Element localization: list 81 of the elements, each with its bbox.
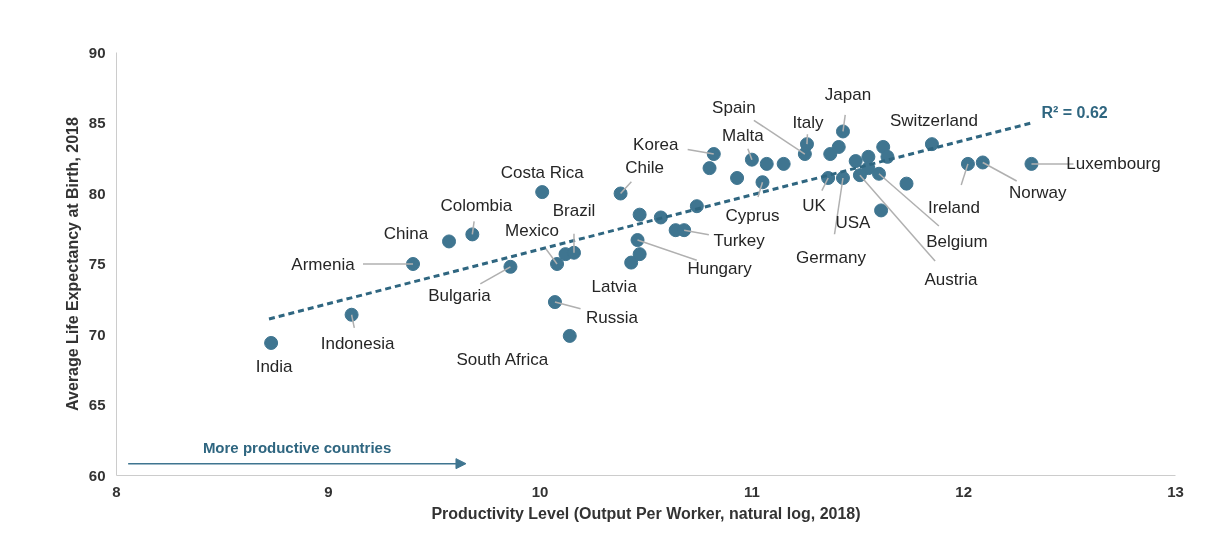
point — [861, 149, 876, 164]
point — [852, 168, 867, 183]
annotation: Ireland — [927, 198, 980, 218]
point — [702, 161, 717, 176]
series-label: R² = 0.62 — [1041, 104, 1108, 121]
point — [823, 147, 838, 162]
point — [835, 124, 850, 139]
point — [465, 227, 480, 242]
annotation: Italy — [792, 112, 825, 132]
point — [344, 307, 359, 322]
point — [550, 257, 565, 271]
annotation: Chile — [625, 158, 664, 177]
annotation: More productive countries — [202, 438, 392, 456]
y-axis-title: Average Life Expectancy at Birth, 2018 — [63, 117, 81, 411]
annotation: Mexico — [505, 220, 559, 240]
point — [744, 152, 759, 167]
annotation: India — [255, 357, 294, 377]
point — [547, 295, 562, 310]
point — [730, 171, 745, 185]
annotation: Hungary — [687, 258, 753, 278]
point — [960, 156, 975, 171]
annotation: Brazil — [552, 201, 596, 221]
point — [264, 335, 279, 350]
point — [871, 166, 886, 181]
y-tick-label: 90 — [88, 43, 106, 61]
y-tick-label: 70 — [88, 325, 106, 343]
point — [442, 234, 457, 249]
annotation: Norway — [1008, 182, 1068, 202]
annotation: China — [383, 223, 429, 243]
annotation: Korea — [633, 134, 679, 154]
x-tick-label: 8 — [112, 482, 121, 500]
point — [630, 233, 645, 248]
point — [632, 247, 647, 262]
point — [831, 139, 846, 154]
y-tick-label: 80 — [88, 184, 106, 202]
annotation: Switzerland — [889, 110, 978, 130]
y-tick-label: 75 — [88, 255, 106, 272]
x-tick-label: 12 — [955, 482, 973, 500]
point — [562, 328, 577, 343]
annotation: USA — [835, 213, 872, 233]
annotation: Austria — [924, 269, 978, 289]
annotation: Luxembourg — [1066, 154, 1161, 174]
point — [755, 175, 770, 190]
annotation: Spain — [712, 97, 756, 117]
point — [975, 155, 990, 170]
x-tick-label: 10 — [531, 482, 549, 500]
annotation: Japan — [824, 84, 872, 104]
point — [503, 259, 518, 274]
point — [624, 255, 639, 270]
x-tick-label: 11 — [743, 482, 760, 500]
point — [613, 186, 628, 201]
annotation: Cyprus — [725, 205, 780, 225]
x-tick-label: 9 — [324, 482, 333, 500]
y-tick-label: 65 — [88, 396, 106, 413]
y-tick-label: 60 — [88, 466, 106, 484]
point — [677, 223, 692, 238]
annotation: Malta — [722, 126, 765, 146]
annotation: Indonesia — [320, 334, 396, 354]
annotation: Bulgaria — [428, 286, 492, 306]
annotation: Belgium — [926, 232, 988, 252]
annotation: Colombia — [440, 195, 513, 215]
annotation: Costa Rica — [500, 162, 585, 182]
annotation: UK — [802, 196, 827, 216]
annotation: Armenia — [291, 254, 356, 274]
x-axis-title: Productivity Level (Output Per Worker, natural log, 2018) — [431, 504, 861, 522]
point — [776, 156, 791, 171]
point — [797, 147, 812, 162]
annotation: Latvia — [591, 277, 638, 297]
point — [759, 156, 774, 171]
annotation: Germany — [796, 248, 867, 268]
y-tick-label: 85 — [88, 114, 106, 131]
point — [848, 154, 863, 169]
annotation: South Africa — [456, 350, 549, 370]
point — [899, 176, 914, 191]
x-tick-label: 13 — [1167, 482, 1184, 500]
point — [632, 207, 647, 222]
point — [874, 203, 889, 218]
point — [706, 147, 721, 162]
point — [535, 185, 550, 200]
annotation: Turkey — [713, 230, 766, 250]
annotation: Russia — [585, 307, 639, 327]
